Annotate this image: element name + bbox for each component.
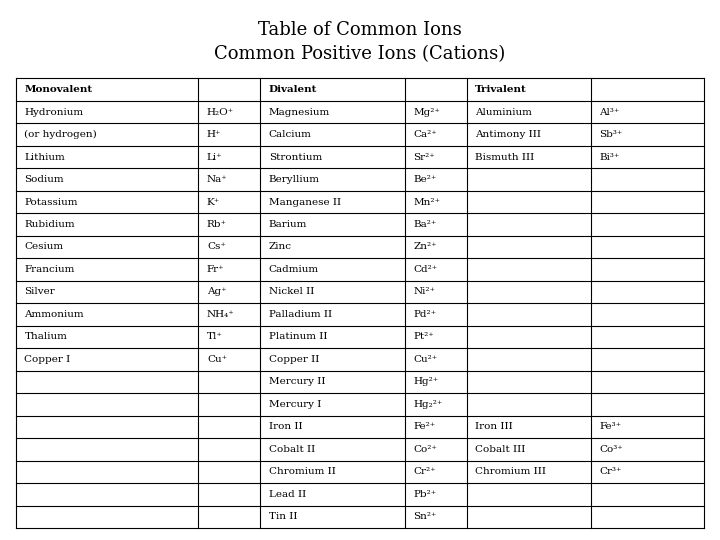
Text: Ba²⁺: Ba²⁺: [413, 220, 437, 229]
Text: Al³⁺: Al³⁺: [599, 107, 620, 117]
Text: Cr³⁺: Cr³⁺: [599, 468, 622, 476]
Text: Sodium: Sodium: [24, 175, 64, 184]
Text: Cobalt II: Cobalt II: [269, 445, 315, 454]
Text: Common Positive Ions (Cations): Common Positive Ions (Cations): [215, 45, 505, 63]
Text: Na⁺: Na⁺: [207, 175, 228, 184]
Text: Lead II: Lead II: [269, 490, 306, 499]
Text: Li⁺: Li⁺: [207, 152, 222, 161]
Text: Sr²⁺: Sr²⁺: [413, 152, 435, 161]
Text: NH₄⁺: NH₄⁺: [207, 310, 235, 319]
Text: Co²⁺: Co²⁺: [413, 445, 437, 454]
Text: Copper I: Copper I: [24, 355, 71, 364]
Text: Antimony III: Antimony III: [475, 130, 541, 139]
Text: Table of Common Ions: Table of Common Ions: [258, 21, 462, 39]
Text: Fr⁺: Fr⁺: [207, 265, 225, 274]
Text: Palladium II: Palladium II: [269, 310, 332, 319]
Text: Iron II: Iron II: [269, 422, 302, 431]
Text: Mn²⁺: Mn²⁺: [413, 198, 441, 206]
Text: H₂O⁺: H₂O⁺: [207, 107, 234, 117]
Text: Pd²⁺: Pd²⁺: [413, 310, 436, 319]
Text: Trivalent: Trivalent: [475, 85, 527, 94]
Text: Cr²⁺: Cr²⁺: [413, 468, 436, 476]
Text: Ammonium: Ammonium: [24, 310, 84, 319]
Text: Hg²⁺: Hg²⁺: [413, 377, 438, 387]
Text: Sn²⁺: Sn²⁺: [413, 512, 437, 522]
Text: Bismuth III: Bismuth III: [475, 152, 534, 161]
Text: Lithium: Lithium: [24, 152, 66, 161]
Text: Cu⁺: Cu⁺: [207, 355, 227, 364]
Text: Nickel II: Nickel II: [269, 287, 314, 296]
Text: Mg²⁺: Mg²⁺: [413, 107, 440, 117]
Text: Hydronium: Hydronium: [24, 107, 84, 117]
Text: Cobalt III: Cobalt III: [475, 445, 526, 454]
Text: Bi³⁺: Bi³⁺: [599, 152, 620, 161]
Text: Silver: Silver: [24, 287, 55, 296]
Text: Barium: Barium: [269, 220, 307, 229]
Text: Divalent: Divalent: [269, 85, 318, 94]
Text: Tin II: Tin II: [269, 512, 297, 522]
Text: Ni²⁺: Ni²⁺: [413, 287, 436, 296]
Text: Francium: Francium: [24, 265, 75, 274]
Text: Manganese II: Manganese II: [269, 198, 341, 206]
Text: Copper II: Copper II: [269, 355, 319, 364]
Text: Iron III: Iron III: [475, 422, 513, 431]
Text: K⁺: K⁺: [207, 198, 220, 206]
Text: Cesium: Cesium: [24, 242, 63, 252]
Text: Monovalent: Monovalent: [24, 85, 93, 94]
Text: Rubidium: Rubidium: [24, 220, 75, 229]
Text: Mercury II: Mercury II: [269, 377, 325, 387]
Text: Chromium II: Chromium II: [269, 468, 336, 476]
Text: (or hydrogen): (or hydrogen): [24, 130, 97, 139]
Text: Sb³⁺: Sb³⁺: [599, 130, 623, 139]
Text: Pb²⁺: Pb²⁺: [413, 490, 436, 499]
Text: Calcium: Calcium: [269, 130, 312, 139]
Text: Beryllium: Beryllium: [269, 175, 320, 184]
Text: Fe²⁺: Fe²⁺: [413, 422, 436, 431]
Text: Ag⁺: Ag⁺: [207, 287, 227, 296]
Text: Pt²⁺: Pt²⁺: [413, 333, 434, 341]
Text: Thalium: Thalium: [24, 333, 68, 341]
Text: Potassium: Potassium: [24, 198, 78, 206]
Text: H⁺: H⁺: [207, 130, 221, 139]
Text: Zn²⁺: Zn²⁺: [413, 242, 437, 252]
Text: Zinc: Zinc: [269, 242, 292, 252]
Text: Strontium: Strontium: [269, 152, 322, 161]
Text: Cadmium: Cadmium: [269, 265, 319, 274]
Text: Ca²⁺: Ca²⁺: [413, 130, 437, 139]
Text: Co³⁺: Co³⁺: [599, 445, 623, 454]
Text: Be²⁺: Be²⁺: [413, 175, 437, 184]
Text: Cu²⁺: Cu²⁺: [413, 355, 438, 364]
Text: Hg₂²⁺: Hg₂²⁺: [413, 400, 443, 409]
Text: Mercury I: Mercury I: [269, 400, 321, 409]
Text: Fe³⁺: Fe³⁺: [599, 422, 621, 431]
Text: Tl⁺: Tl⁺: [207, 333, 222, 341]
Text: Magnesium: Magnesium: [269, 107, 330, 117]
Text: Aluminium: Aluminium: [475, 107, 532, 117]
Text: Platinum II: Platinum II: [269, 333, 328, 341]
Text: Cd²⁺: Cd²⁺: [413, 265, 438, 274]
Text: Rb⁺: Rb⁺: [207, 220, 227, 229]
Text: Chromium III: Chromium III: [475, 468, 546, 476]
Text: Cs⁺: Cs⁺: [207, 242, 226, 252]
